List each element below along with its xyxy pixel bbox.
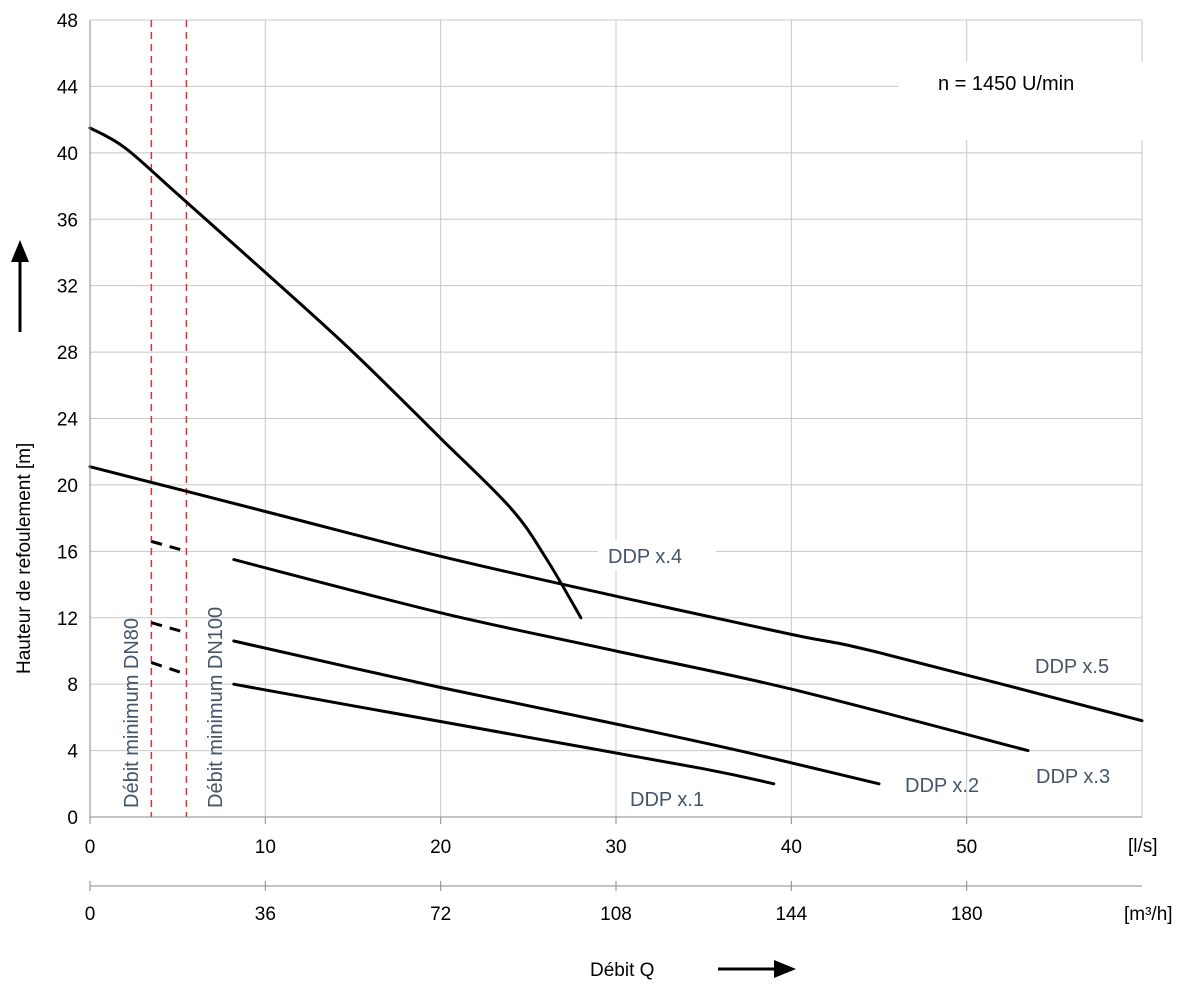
minflow-label-dn80: Débit minimum DN80 [121,618,143,808]
curve-extension-dashed-2 [150,621,187,635]
pump-curves [88,126,1144,786]
series-label-x2: DDP x.2 [905,775,979,797]
x-tick-label-secondary: 0 [85,904,96,925]
x-tick-label-secondary: 144 [775,904,807,925]
y-tick-label: 0 [67,808,78,829]
y-tick-label: 24 [57,410,79,431]
x-tick-labels-primary: 0 10 20 30 40 50 [85,837,978,858]
y-tick-label: 20 [57,476,78,497]
curve-extension-dashed-1 [150,661,187,676]
x-tick-label-primary: 0 [85,837,96,858]
y-axis-arrow [11,240,29,332]
y-tick-label: 32 [57,277,78,298]
x-tick-label-primary: 50 [956,837,977,858]
curve-line-1 [232,682,776,786]
y-tick-label: 44 [57,77,79,98]
x-unit-primary: [l/s] [1128,836,1158,857]
x-tick-label-primary: 10 [255,837,276,858]
series-label-x4: DDP x.4 [608,546,682,568]
curve-line-2 [232,639,881,786]
x-tick-labels-secondary: 0 36 72 108 144 180 [85,904,983,925]
x-unit-secondary: [m³/h] [1124,904,1173,925]
x-tick-label-secondary: 180 [951,904,983,925]
y-tick-label: 12 [57,609,78,630]
series-label-x3: DDP x.3 [1036,766,1110,788]
speed-annotation: n = 1450 U/min [938,73,1074,95]
minflow-label-dn100: Débit minimum DN100 [205,607,227,808]
series-label-x1: DDP x.1 [630,789,704,811]
series-label-x4-background [598,540,716,570]
y-tick-label: 48 [57,11,78,32]
axes [89,20,1142,891]
y-tick-label: 8 [67,675,78,696]
y-tick-label: 28 [57,343,78,364]
x-tick-label-secondary: 108 [600,904,632,925]
x-axis-label: Débit Q [590,960,654,981]
curve-line-5 [88,126,583,620]
y-axis-label: Hauteur de refoulement [m] [14,443,35,674]
y-tick-label: 40 [57,144,78,165]
y-tick-label: 4 [67,742,78,763]
curve-extension-dashed-3 [150,539,187,553]
y-tick-label: 36 [57,210,78,231]
curve-line-3 [232,558,1030,753]
curve-line-4 [88,465,1144,723]
x-tick-label-secondary: 36 [255,904,276,925]
x-tick-label-primary: 40 [781,837,802,858]
x-tick-label-primary: 30 [605,837,626,858]
minimum-flow-lines [150,20,188,817]
x-axis-arrow [718,960,796,978]
series-label-x5: DDP x.5 [1035,656,1109,678]
annotation-background [898,62,1143,140]
y-tick-label: 16 [57,542,78,563]
x-tick-label-primary: 20 [430,837,451,858]
x-tick-label-secondary: 72 [430,904,451,925]
